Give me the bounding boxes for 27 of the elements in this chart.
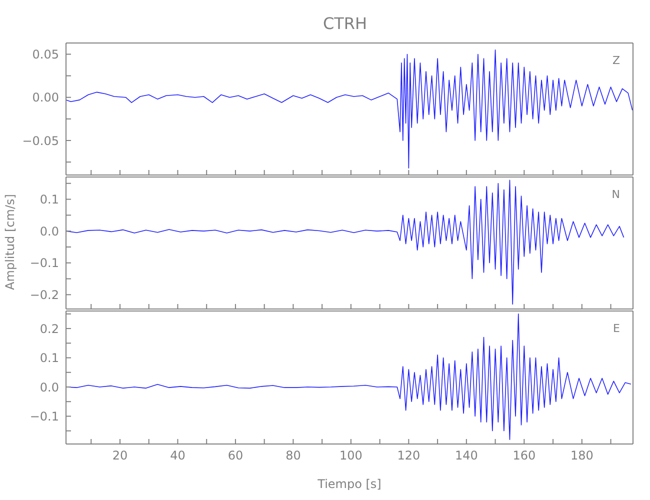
y-axis-title: Amplitud [cm/s] — [3, 193, 17, 292]
x-tick-label: 20 — [112, 448, 128, 463]
y-tick-label: −0.05 — [22, 134, 59, 148]
x-tick-label: 40 — [170, 448, 186, 463]
y-tick-label: 0.0 — [40, 224, 59, 238]
y-tick-label: −0.1 — [30, 409, 59, 424]
y-tick-label: −0.1 — [30, 256, 59, 270]
line-series — [66, 180, 624, 305]
y-tick-label: −0.2 — [30, 288, 59, 302]
y-tick-label: 0.0 — [40, 380, 59, 394]
x-tick-label: 180 — [570, 448, 594, 463]
y-tick-label: 0.1 — [40, 192, 59, 207]
line-series — [66, 50, 633, 168]
y-tick-label: 0.1 — [40, 351, 59, 366]
y-tick-label: 0.00 — [32, 90, 59, 105]
y-tick-label: 0.05 — [32, 47, 59, 62]
x-tick-label: 60 — [228, 448, 244, 463]
annotation: E — [613, 322, 620, 335]
y-tick-label: 0.2 — [40, 322, 59, 336]
x-tick-label: 100 — [339, 448, 362, 463]
x-tick-label: 160 — [512, 448, 536, 463]
x-tick-label: 80 — [286, 448, 301, 463]
annotation: N — [612, 188, 620, 201]
x-tick-label: 140 — [454, 448, 478, 463]
annotation: Z — [612, 54, 620, 67]
x-tick-label: 120 — [397, 448, 420, 463]
chart-title: CTRH — [322, 14, 368, 33]
